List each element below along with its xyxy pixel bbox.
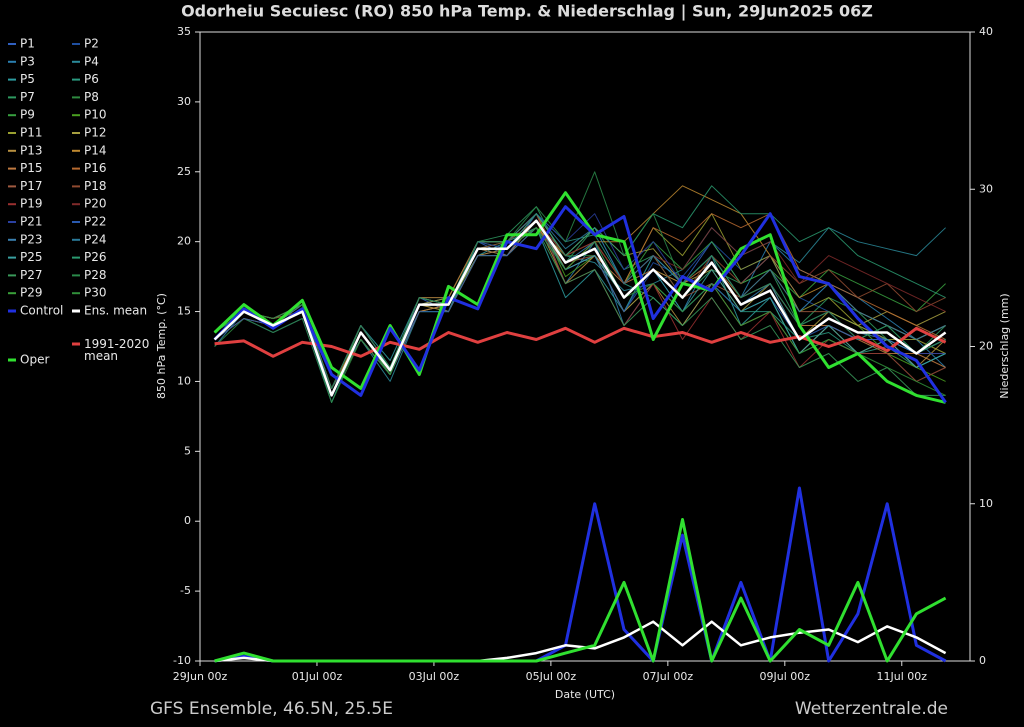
- source: GFS Ensemble, 46.5N, 25.5E: [150, 699, 393, 719]
- legend-label: P30: [84, 286, 107, 300]
- legend-label: P27: [20, 268, 43, 282]
- legend-label-box: 1991-2020 mean: [84, 338, 150, 363]
- legend-label: P28: [84, 268, 107, 282]
- legend-label: P14: [84, 143, 107, 157]
- legend-label: P2: [84, 37, 99, 51]
- precip-line: [214, 518, 947, 663]
- x-tick-label: 01Jul 00z: [292, 670, 343, 683]
- x-tick-label: 05Jul 00z: [526, 670, 577, 683]
- legend-label: Oper: [20, 353, 49, 367]
- y2-tick-label: 30: [979, 182, 993, 195]
- legend-label: 1991-2020 mean: [84, 338, 150, 363]
- legend-label: P20: [84, 197, 107, 211]
- x-tick-label: 07Jul 00z: [643, 670, 694, 683]
- legend-label: P26: [84, 250, 107, 264]
- legend-label: P6: [84, 72, 99, 86]
- legend-label: P19: [20, 197, 43, 211]
- legend-label: P25: [20, 250, 43, 264]
- y-tick-label: 25: [177, 165, 191, 178]
- legend-label: P24: [84, 232, 107, 246]
- legend-label: Ens. mean: [84, 304, 147, 318]
- temp-line: [213, 191, 946, 404]
- y-tick-label: -5: [180, 584, 191, 597]
- y-tick-label: 30: [177, 95, 191, 108]
- legend-label: P4: [84, 54, 99, 68]
- legend-label: P17: [20, 179, 43, 193]
- legend-label: P18: [84, 179, 107, 193]
- y2-tick-label: 40: [979, 25, 993, 38]
- legend-label: P9: [20, 108, 35, 122]
- x-tick-label: 03Jul 00z: [409, 670, 460, 683]
- y-tick-label: 0: [184, 514, 191, 527]
- temp-line: [213, 205, 947, 404]
- legend-label: P3: [20, 54, 35, 68]
- legend-label: P22: [84, 215, 107, 229]
- legend-label: Control: [20, 304, 63, 318]
- y2-tick-label: 0: [979, 654, 986, 667]
- legend-label: P10: [84, 108, 107, 122]
- legend-label: P21: [20, 215, 43, 229]
- temp-line: [213, 219, 947, 397]
- y-tick-label: 20: [177, 235, 191, 248]
- x-axis-title: Date (UTC): [555, 688, 615, 701]
- legend-label: P15: [20, 161, 43, 175]
- y-tick-label: 10: [177, 374, 191, 387]
- credit: Wetterzentrale.de: [795, 699, 948, 719]
- legend-label: P13: [20, 143, 43, 157]
- legend-label: P12: [84, 126, 107, 140]
- legend-label: P8: [84, 90, 99, 104]
- temp-line: [214, 326, 947, 358]
- y2-tick-label: 10: [979, 497, 993, 510]
- legend-label: P5: [20, 72, 35, 86]
- x-tick-label: 09Jul 00z: [760, 670, 811, 683]
- legend-label: P1: [20, 37, 35, 51]
- y-tick-label: -10: [173, 654, 191, 667]
- legend-label: P29: [20, 286, 43, 300]
- legend-label: P11: [20, 126, 43, 140]
- x-tick-label: 29Jun 00z: [173, 670, 228, 683]
- y2-tick-label: 20: [979, 340, 993, 353]
- y-axis-title: 850 hPa Temp. (°C): [155, 293, 168, 399]
- x-tick-label: 11Jul 00z: [876, 670, 927, 683]
- y-tick-label: 15: [177, 305, 191, 318]
- legend-label: P7: [20, 90, 35, 104]
- y-tick-label: 35: [177, 25, 191, 38]
- legend-label: P23: [20, 232, 43, 246]
- legend-label: P16: [84, 161, 107, 175]
- y2-axis-title: Niederschlag (mm): [998, 293, 1011, 398]
- y-tick-label: 5: [184, 444, 191, 457]
- chart-title: Odorheiu Secuiesc (RO) 850 hPa Temp. & N…: [181, 2, 873, 22]
